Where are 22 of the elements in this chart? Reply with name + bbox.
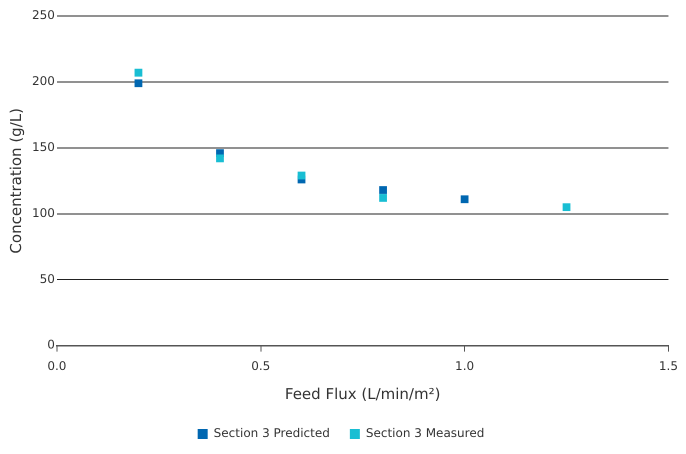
legend-label: Section 3 Predicted bbox=[214, 426, 330, 440]
y-tick-label: 50 bbox=[40, 272, 55, 286]
x-axis-title: Feed Flux (L/min/m²) bbox=[284, 384, 440, 403]
point bbox=[562, 203, 570, 212]
y-tick-label: 200 bbox=[32, 74, 55, 88]
point bbox=[298, 172, 306, 180]
point bbox=[379, 186, 387, 194]
point bbox=[460, 195, 468, 204]
point bbox=[379, 194, 387, 202]
point bbox=[216, 154, 224, 162]
y-tick-label: 0 bbox=[47, 338, 55, 352]
y-tick-label: 150 bbox=[32, 140, 55, 154]
y-axis-title: Concentration (g/L) bbox=[6, 108, 25, 254]
point bbox=[134, 68, 142, 77]
legend-label: Section 3 Measured bbox=[366, 426, 484, 440]
point bbox=[134, 79, 142, 88]
x-tick-label: 1.5 bbox=[658, 358, 678, 373]
y-tick-label: 250 bbox=[32, 8, 55, 22]
x-tick-label: 0.5 bbox=[251, 358, 270, 373]
x-tick-label: 1.0 bbox=[455, 358, 474, 373]
y-tick-label: 100 bbox=[32, 206, 55, 220]
x-tick-label: 0.0 bbox=[47, 358, 66, 373]
